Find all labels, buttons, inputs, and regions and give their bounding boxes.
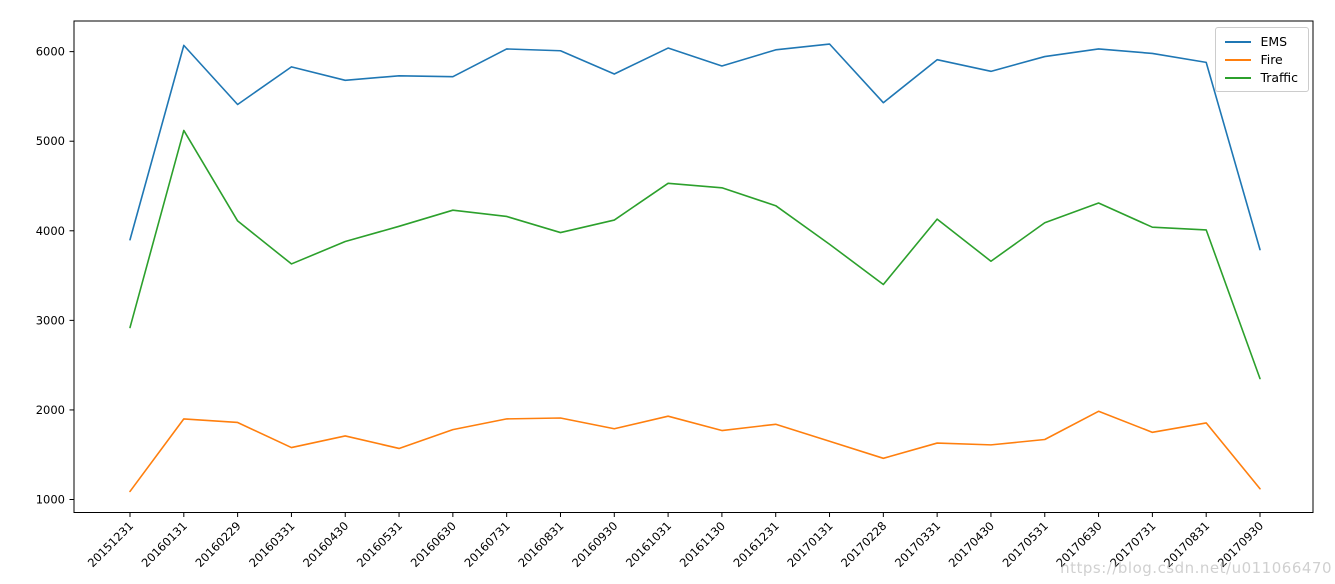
svg-text:20170228: 20170228	[838, 519, 889, 570]
legend: EMS Fire Traffic	[1215, 27, 1309, 92]
watermark: https://blog.csdn.net/u011066470	[1060, 559, 1332, 577]
legend-item-traffic: Traffic	[1225, 71, 1298, 84]
svg-text:20160831: 20160831	[515, 519, 566, 570]
legend-item-fire: Fire	[1225, 53, 1298, 66]
series-line-ems	[129, 43, 1261, 251]
svg-text:20160731: 20160731	[461, 519, 512, 570]
traffic-line-swatch	[1225, 76, 1252, 79]
legend-label-ems: EMS	[1260, 34, 1288, 49]
fire-line-swatch	[1225, 58, 1252, 61]
svg-text:20160930: 20160930	[569, 519, 620, 570]
svg-text:4000: 4000	[36, 224, 65, 238]
svg-text:3000: 3000	[36, 313, 65, 327]
legend-item-ems: EMS	[1225, 35, 1298, 48]
series-line-fire	[129, 410, 1261, 493]
svg-text:20161130: 20161130	[677, 519, 728, 570]
svg-text:20161031: 20161031	[623, 519, 674, 570]
legend-label-fire: Fire	[1260, 52, 1283, 67]
svg-text:20160630: 20160630	[408, 519, 459, 570]
svg-text:20170131: 20170131	[784, 519, 835, 570]
svg-text:6000: 6000	[36, 45, 65, 59]
svg-text:20160131: 20160131	[139, 519, 190, 570]
svg-text:20151231: 20151231	[85, 519, 136, 570]
svg-text:2000: 2000	[36, 403, 65, 417]
svg-text:1000: 1000	[36, 493, 65, 507]
svg-text:20160229: 20160229	[192, 519, 243, 570]
svg-text:20161231: 20161231	[731, 519, 782, 570]
svg-text:5000: 5000	[36, 134, 65, 148]
svg-text:20170430: 20170430	[946, 519, 997, 570]
svg-text:20160430: 20160430	[300, 519, 351, 570]
ems-line-swatch	[1225, 40, 1252, 43]
svg-text:20170331: 20170331	[892, 519, 943, 570]
legend-label-traffic: Traffic	[1260, 70, 1298, 85]
series-line-traffic	[129, 129, 1261, 380]
svg-text:20160531: 20160531	[354, 519, 405, 570]
svg-text:20160331: 20160331	[246, 519, 297, 570]
svg-text:20170531: 20170531	[1000, 519, 1051, 570]
